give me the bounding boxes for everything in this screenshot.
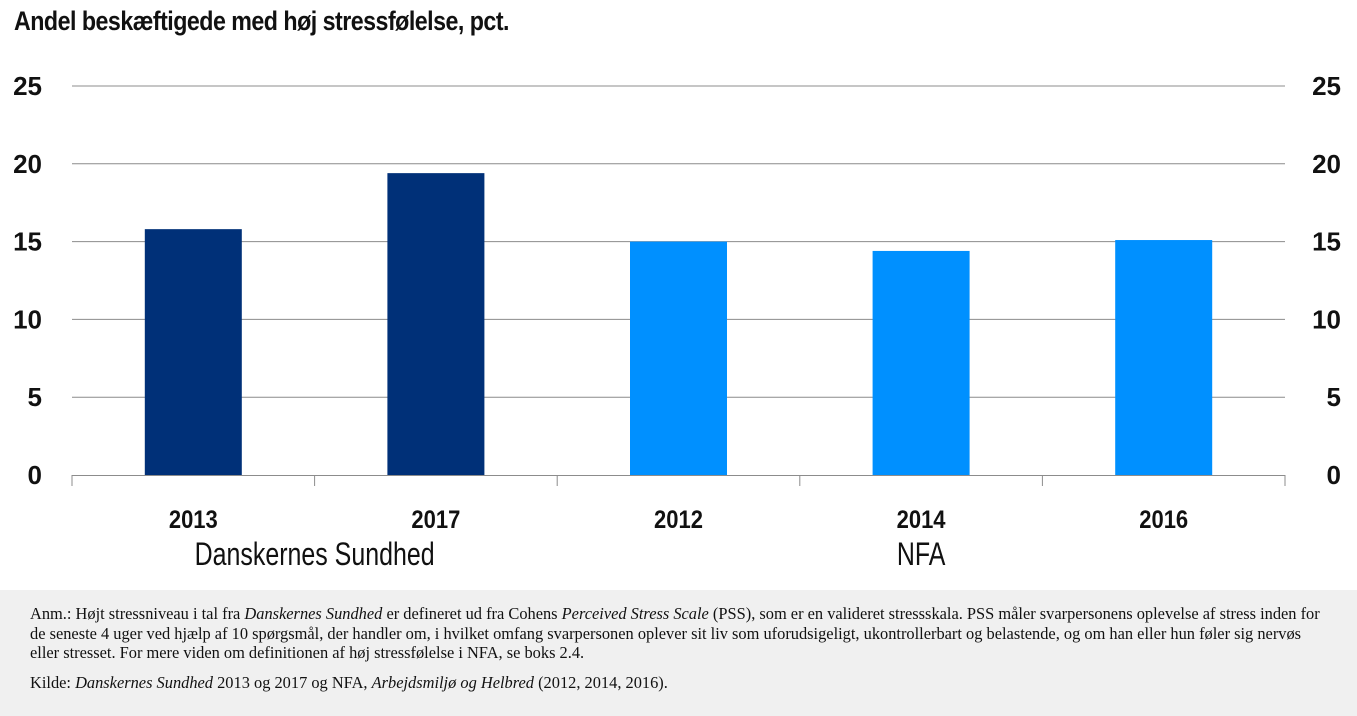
x-axis-labels: 2013 2017 2012 2014 2016 [169, 506, 1188, 534]
y-tick-label-left: 15 [13, 227, 42, 257]
x-category-label: 2017 [411, 506, 460, 534]
y-tick-label-right: 10 [1312, 304, 1341, 334]
bar-2016 [1115, 240, 1213, 475]
bar-2014 [872, 250, 970, 475]
y-tick-label-right: 25 [1312, 71, 1341, 101]
y-tick-label-left: 25 [13, 71, 42, 101]
y-tick-label-left: 20 [13, 149, 42, 179]
bar-2017 [387, 173, 485, 476]
y-tick-label-right: 15 [1312, 227, 1341, 257]
y-tick-label-right: 20 [1312, 149, 1341, 179]
bar-2012 [630, 241, 727, 475]
footnote-annotation: Anm.: Højt stressniveau i tal fra Danske… [30, 604, 1320, 662]
group-labels: Danskernes Sundhed NFA [195, 537, 947, 573]
y-tick-label-right: 5 [1327, 382, 1341, 412]
y-tick-label-left: 10 [13, 304, 42, 334]
x-category-label: 2012 [654, 506, 703, 534]
x-category-label: 2013 [169, 506, 218, 534]
y-tick-label-right: 0 [1327, 460, 1341, 490]
x-category-label: 2014 [897, 506, 946, 534]
x-axis [71, 475, 1286, 486]
footnote-source: Kilde: Danskernes Sundhed 2013 og 2017 o… [30, 672, 668, 692]
bar-2013 [144, 229, 242, 475]
group-label: NFA [897, 537, 946, 573]
footnote-box: Anm.: Højt stressniveau i tal fra Danske… [0, 590, 1357, 716]
y-axis-left: 0 5 10 15 20 25 [13, 71, 42, 490]
y-tick-label-left: 0 [28, 460, 42, 490]
y-axis-right: 0 5 10 15 20 25 [1312, 71, 1341, 490]
y-tick-label-left: 5 [28, 382, 42, 412]
group-label: Danskernes Sundhed [195, 537, 435, 573]
bars [144, 173, 1213, 476]
chart-title: Andel beskæftigede med høj stressfølelse… [14, 6, 510, 36]
x-category-label: 2016 [1139, 506, 1188, 534]
